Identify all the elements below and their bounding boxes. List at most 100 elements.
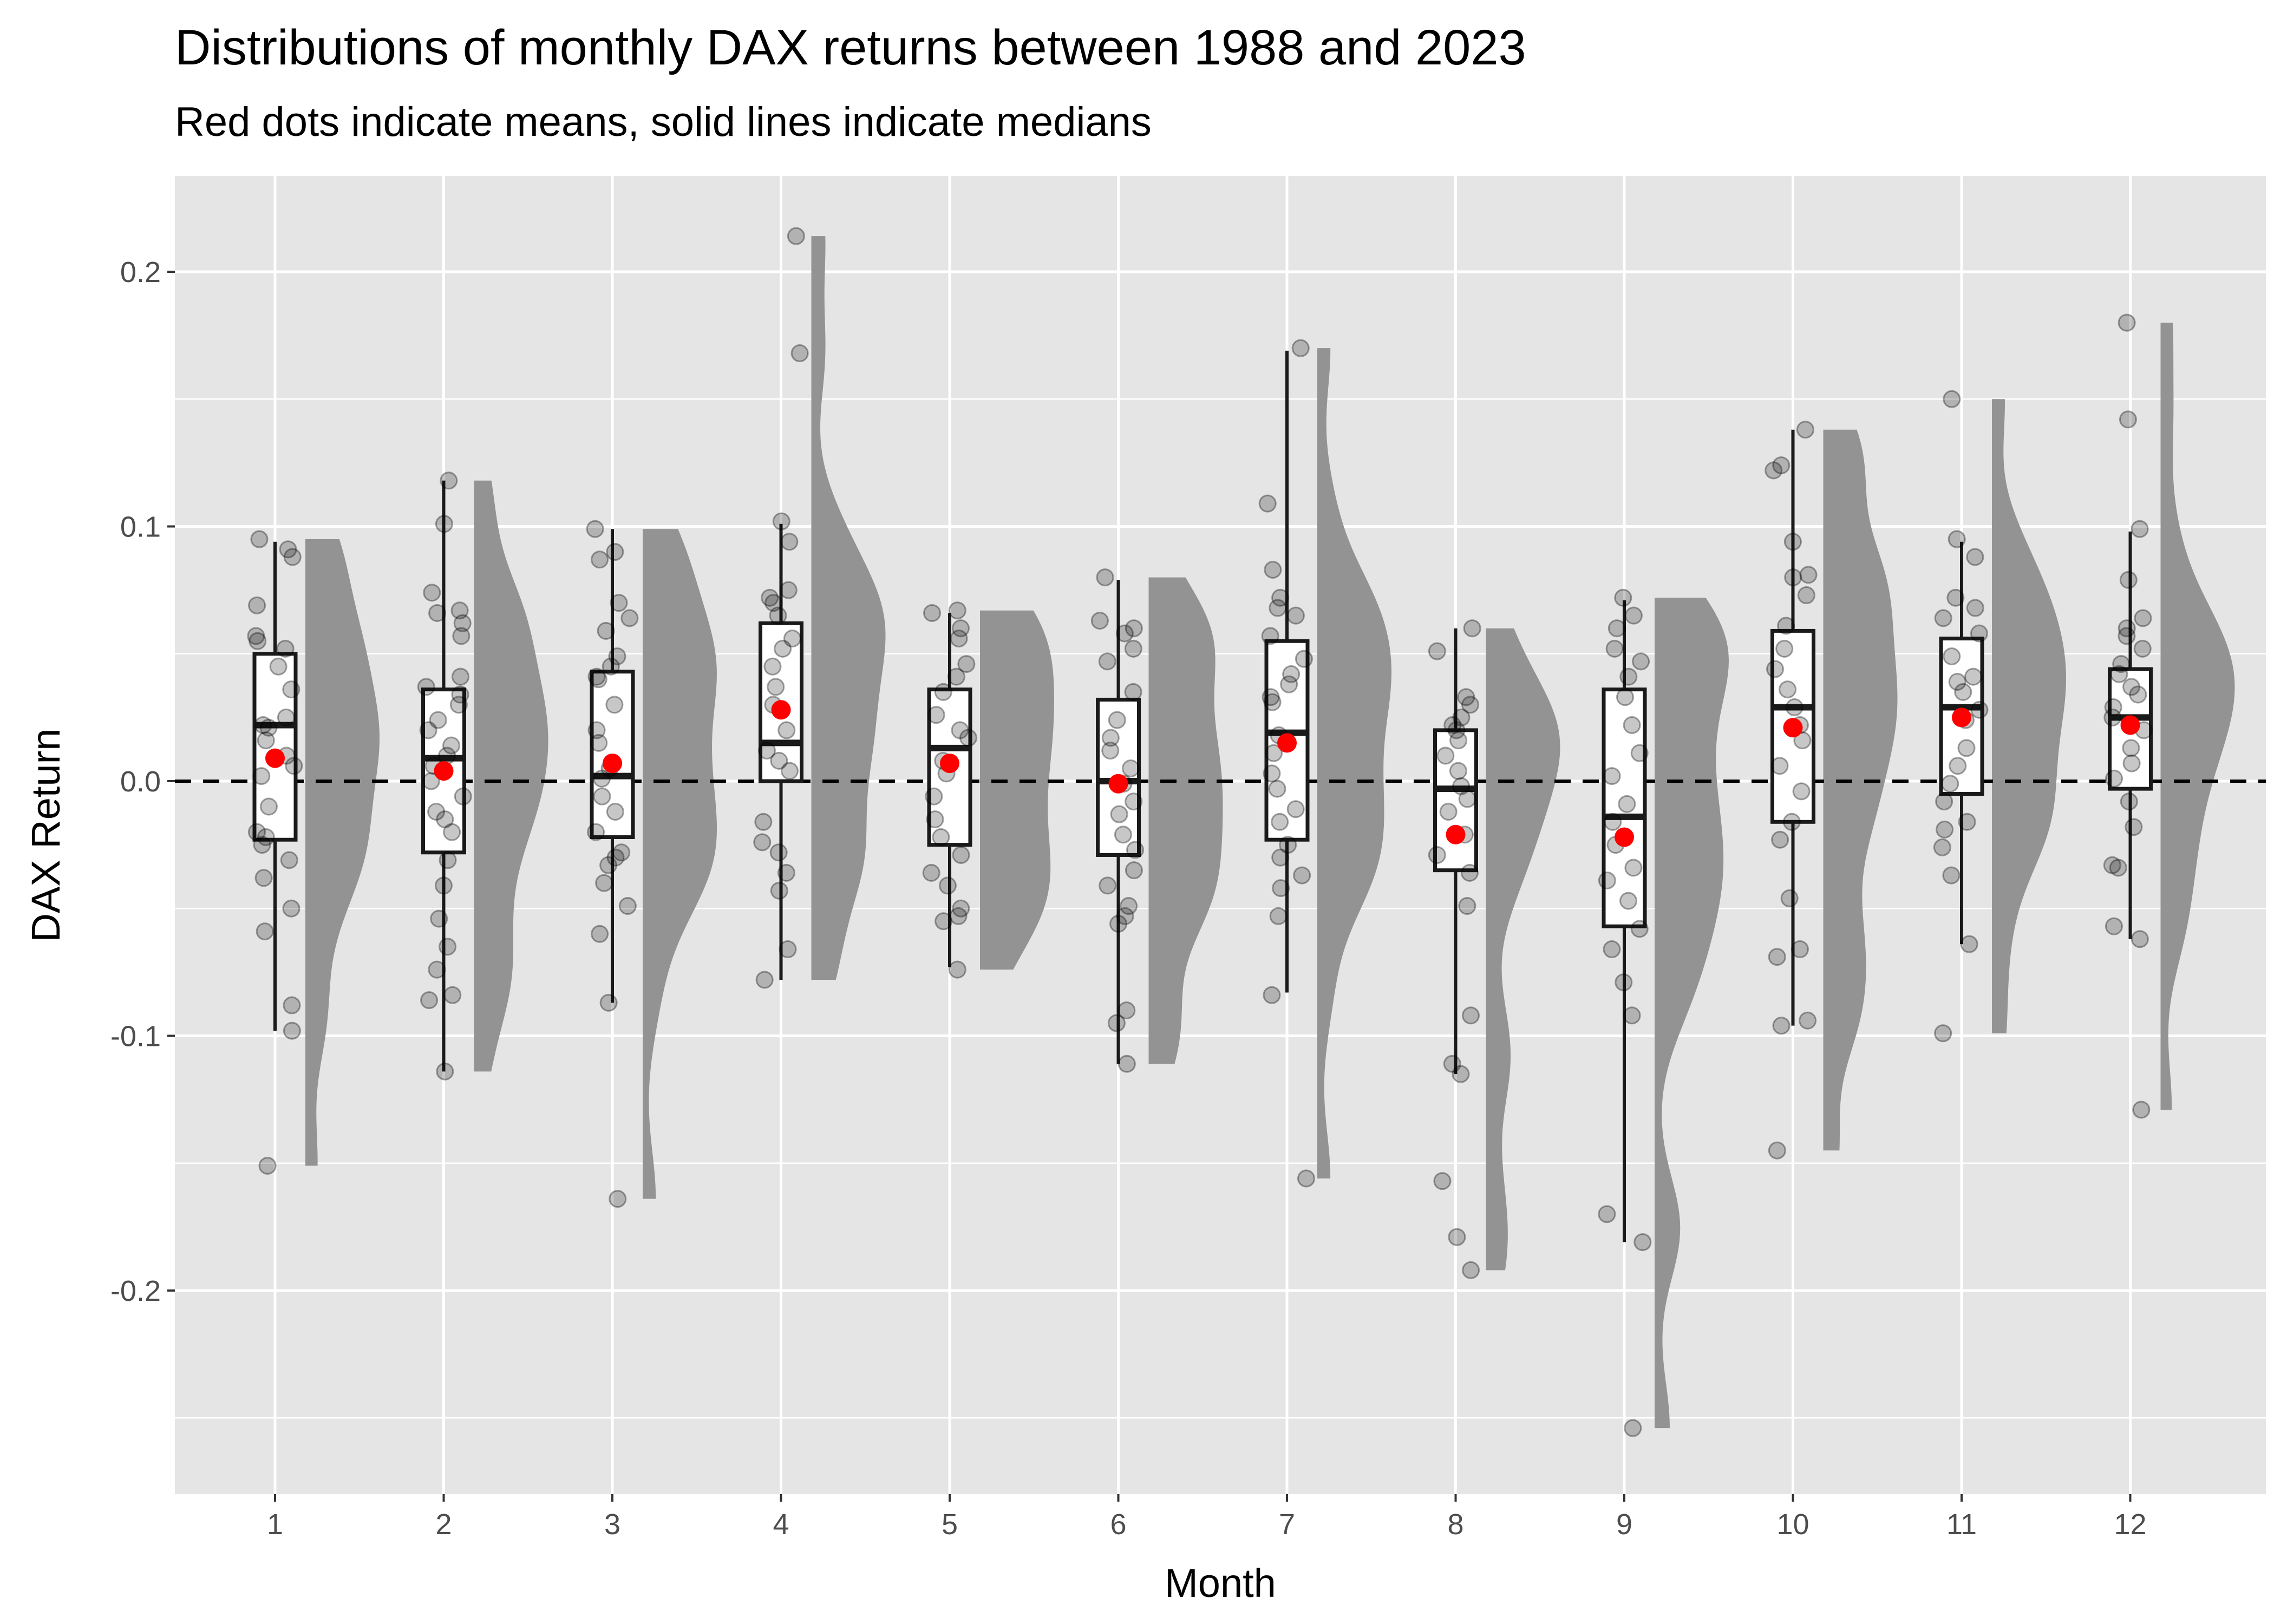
y-axis-title: DAX Return [23, 729, 68, 942]
observation-point [249, 632, 267, 650]
mean-dot [1952, 708, 1971, 728]
observation-point [429, 711, 447, 729]
observation-point [589, 670, 607, 689]
observation-point [1461, 696, 1480, 714]
y-tick-label: -0.1 [110, 1020, 161, 1053]
observation-point [280, 851, 298, 869]
observation-point [1101, 729, 1120, 747]
observation-point [427, 802, 446, 821]
observation-point [450, 601, 469, 620]
observation-point [1125, 619, 1143, 638]
y-tick-label: 0.0 [120, 765, 161, 798]
observation-point [1954, 683, 1972, 701]
observation-point [1262, 688, 1280, 706]
observation-point [602, 657, 620, 676]
x-axis-title: Month [1165, 1561, 1276, 1606]
observation-point [764, 594, 783, 612]
observation-point [1934, 1024, 1952, 1043]
observation-point [1271, 848, 1290, 867]
observation-point [1433, 1172, 1452, 1190]
observation-point [1291, 339, 1310, 357]
boxplots [252, 350, 2153, 1242]
observation-point [779, 940, 797, 959]
observation-point [1272, 879, 1290, 898]
observation-point [428, 960, 446, 979]
observation-point [780, 533, 799, 551]
observation-point [423, 584, 441, 602]
observation-point [434, 876, 453, 895]
observation-point [606, 848, 625, 867]
x-tick-label: 9 [1616, 1508, 1632, 1541]
observation-point [1603, 940, 1621, 959]
observation-point [1946, 588, 1965, 607]
density-half [2160, 323, 2235, 1110]
observation-point [1118, 1055, 1136, 1073]
mean-dot [265, 748, 285, 768]
observation-point [770, 881, 788, 900]
box [1939, 637, 1984, 796]
observation-point [1279, 836, 1297, 854]
observation-point [609, 1190, 627, 1208]
observation-point [618, 897, 637, 915]
observation-point [1282, 665, 1301, 683]
observation-point [950, 630, 968, 648]
observation-point [754, 813, 773, 831]
observation-point [1439, 802, 1458, 821]
observation-point [451, 685, 469, 704]
observation-point [2105, 917, 2123, 935]
observation-point [442, 736, 461, 755]
observation-point [1463, 619, 1481, 638]
observation-point [608, 647, 626, 665]
observation-point [2133, 639, 2152, 658]
observation-point [2129, 685, 2147, 704]
observation-point [770, 751, 788, 770]
observation-point [1948, 530, 1966, 548]
observation-point [1443, 716, 1462, 734]
observation-point [932, 828, 950, 847]
observation-point [2119, 571, 2138, 589]
observation-point [2103, 708, 2122, 726]
observation-point [1970, 700, 1989, 719]
observation-point [2109, 859, 2127, 877]
observation-point [1966, 599, 1984, 617]
observation-point [2132, 1101, 2151, 1119]
observation-point [952, 846, 970, 864]
observation-point [1126, 841, 1145, 859]
observation-point [1263, 986, 1281, 1004]
observation-point [1460, 863, 1479, 882]
observation-point [763, 657, 782, 676]
density-half [305, 539, 380, 1166]
observation-point [436, 1062, 454, 1081]
density-half [1486, 628, 1560, 1271]
observation-point [1960, 935, 1978, 953]
mean-dot [1783, 718, 1803, 738]
observation-point [1603, 767, 1621, 785]
observation-point [591, 551, 609, 569]
observation-point [419, 721, 437, 739]
observation-point [248, 596, 266, 614]
density-half [643, 529, 717, 1199]
x-tick-label: 2 [435, 1508, 452, 1541]
observation-point [276, 639, 295, 658]
observation-point [1101, 742, 1120, 760]
x-tick-label: 12 [2114, 1508, 2146, 1541]
observation-point [952, 899, 970, 918]
observation-point [1263, 764, 1281, 783]
observation-point [1108, 711, 1126, 729]
observation-point [1792, 782, 1811, 801]
x-tick-label: 3 [604, 1508, 620, 1541]
observation-point [439, 938, 457, 956]
observation-point [1768, 948, 1786, 966]
observation-point [761, 588, 779, 607]
observation-point [2104, 698, 2122, 717]
observation-point [2112, 655, 2131, 673]
observation-point [277, 708, 295, 726]
chart-subtitle: Red dots indicate means, solid lines ind… [175, 99, 1152, 145]
observation-point [1121, 759, 1140, 777]
observation-point [1772, 456, 1791, 475]
observation-point [1630, 920, 1649, 938]
y-tick-label: -0.2 [110, 1275, 161, 1307]
observation-point [443, 823, 461, 841]
observation-point [1775, 639, 1794, 658]
